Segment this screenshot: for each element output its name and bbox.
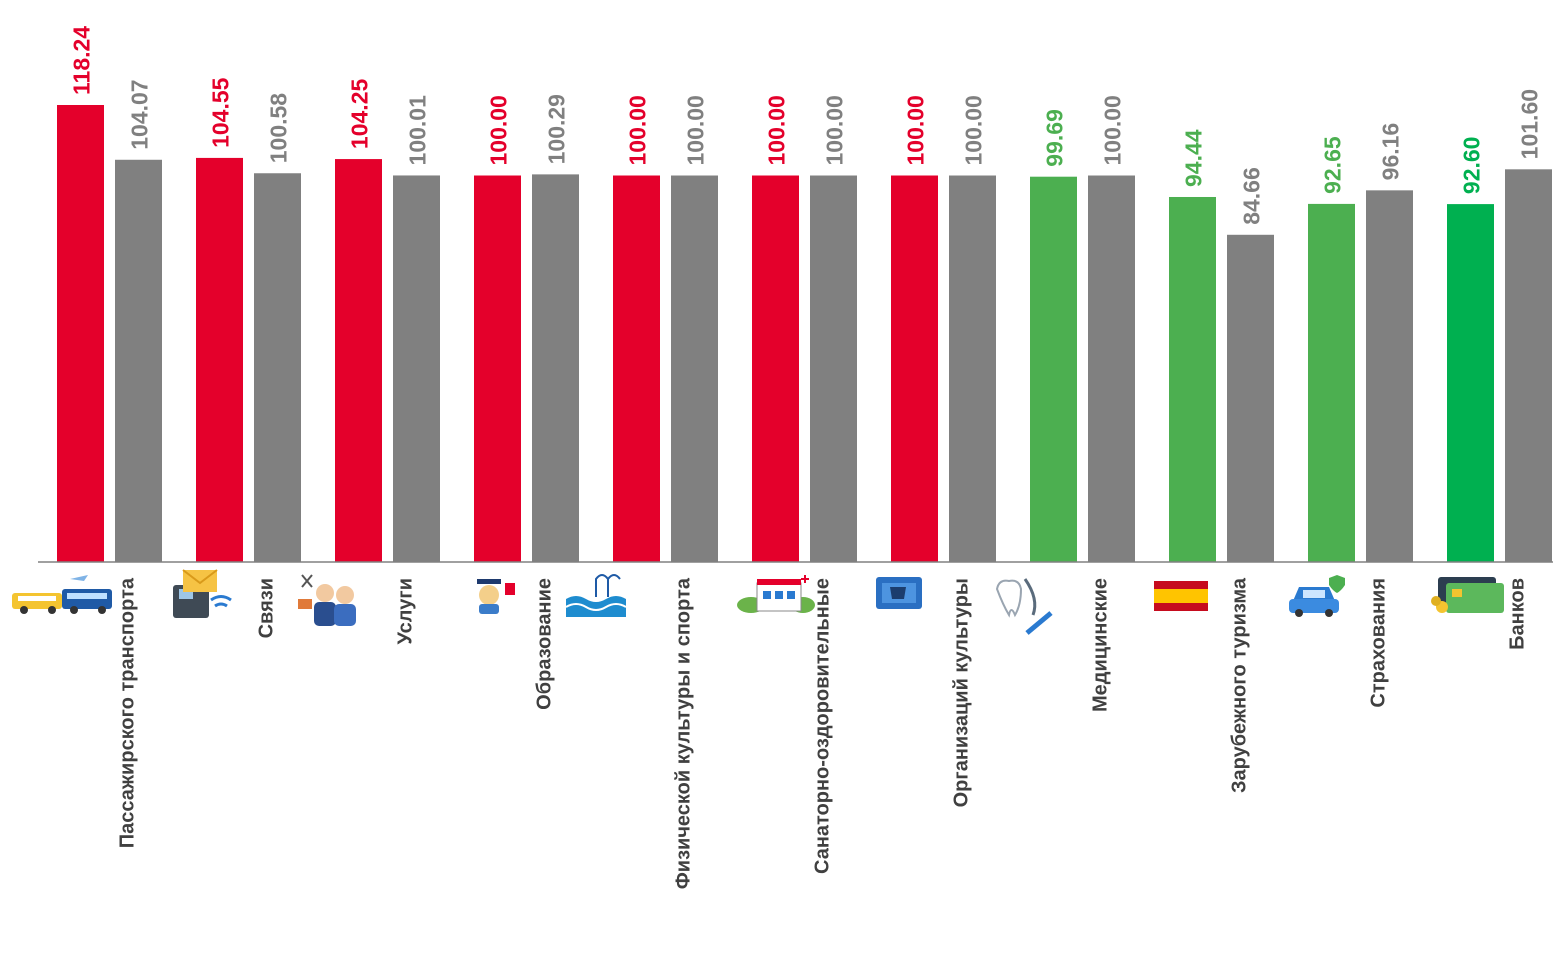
value-labels-layer: 118.24 104.07 104.55 100.58 104.25 100.01 100.… <box>69 26 1543 225</box>
bar-previous-10 <box>1366 190 1413 562</box>
value-label-previous-2: 100.58 <box>266 93 292 164</box>
bar-previous-6 <box>810 175 857 562</box>
people-services-icon <box>298 574 356 626</box>
value-label-current-11: 92.60 <box>1459 137 1485 195</box>
value-label-previous-1: 104.07 <box>127 79 153 149</box>
value-label-current-10: 92.65 <box>1320 136 1346 194</box>
bank-card-icon <box>1431 577 1504 613</box>
bar-current-6 <box>752 175 799 562</box>
medical-tooth-icon <box>995 578 1053 635</box>
bar-previous-1 <box>115 159 162 562</box>
bar-previous-2 <box>254 173 301 562</box>
category-label-7: Организаций культуры <box>951 578 973 807</box>
value-label-current-4: 100.00 <box>486 95 512 165</box>
phone-mail-icon <box>173 569 232 618</box>
category-label-11: Банков <box>1507 578 1529 650</box>
category-label-5: Физической культуры и спорта <box>673 577 695 889</box>
category-label-8: Медицинские <box>1090 578 1112 712</box>
value-label-previous-3: 100.01 <box>405 95 431 166</box>
bar-previous-4 <box>532 174 579 562</box>
bar-current-2 <box>196 157 243 563</box>
value-label-previous-11: 101.60 <box>1517 89 1543 159</box>
value-label-previous-4: 100.29 <box>544 94 570 164</box>
category-labels-layer: Пассажирского транспорта Связи Услуги Образ… <box>117 577 1529 889</box>
bar-current-1 <box>57 105 104 562</box>
bar-current-4 <box>474 175 521 562</box>
category-label-2: Связи <box>256 578 278 638</box>
category-label-4: Образование <box>534 578 556 710</box>
bar-previous-11 <box>1505 169 1552 562</box>
value-label-current-3: 104.25 <box>347 79 373 150</box>
icons-layer <box>12 569 1504 635</box>
value-label-previous-10: 96.16 <box>1378 123 1404 181</box>
bar-previous-8 <box>1088 175 1135 562</box>
value-label-current-6: 100.00 <box>764 95 790 165</box>
value-label-previous-7: 100.00 <box>961 95 987 165</box>
bars-layer <box>57 105 1552 563</box>
value-label-current-8: 99.69 <box>1042 109 1068 167</box>
value-label-current-7: 100.00 <box>903 95 929 165</box>
category-label-3: Услуги <box>395 578 417 645</box>
bar-previous-7 <box>949 175 996 562</box>
bar-current-3 <box>335 159 382 562</box>
bar-current-10 <box>1308 203 1355 562</box>
category-label-10: Страхования <box>1368 578 1390 708</box>
value-label-previous-9: 84.66 <box>1239 167 1265 225</box>
graduate-icon <box>477 579 515 614</box>
category-label-9: Зарубежного туризма <box>1229 577 1251 793</box>
value-label-current-2: 104.55 <box>208 77 234 148</box>
sanatorium-icon <box>737 575 815 613</box>
bar-previous-5 <box>671 175 718 562</box>
transport-icon <box>12 575 112 614</box>
category-label-6: Санаторно-оздоровительные <box>812 578 834 874</box>
spain-flag-icon <box>1154 581 1208 611</box>
category-label-1: Пассажирского транспорта <box>117 577 139 848</box>
bar-previous-3 <box>393 175 440 562</box>
value-label-previous-6: 100.00 <box>822 95 848 165</box>
bar-current-9 <box>1169 196 1216 562</box>
value-label-current-5: 100.00 <box>625 95 651 165</box>
bar-current-11 <box>1447 204 1494 562</box>
value-label-current-1: 118.24 <box>69 26 95 95</box>
bar-current-5 <box>613 175 660 562</box>
bar-current-7 <box>891 175 938 562</box>
value-label-previous-8: 100.00 <box>1100 95 1126 165</box>
theater-ticket-icon <box>876 577 922 609</box>
car-insurance-icon <box>1289 575 1345 617</box>
value-label-current-9: 94.44 <box>1181 129 1207 187</box>
bar-current-8 <box>1030 176 1077 563</box>
bar-previous-9 <box>1227 234 1274 562</box>
value-label-previous-5: 100.00 <box>683 95 709 165</box>
swimming-pool-icon <box>565 574 627 617</box>
